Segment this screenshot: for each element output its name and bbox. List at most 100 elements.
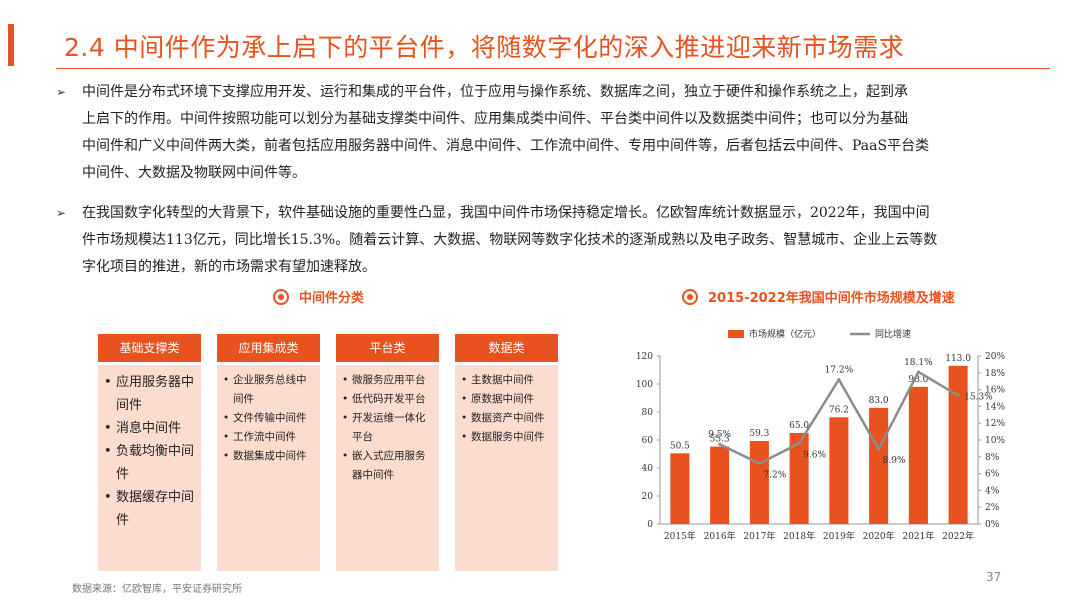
target-icon [682, 288, 698, 305]
bar-value-label: 98.0 [908, 375, 928, 385]
bar [670, 453, 690, 524]
growth-value-label: 17.2% [825, 366, 854, 376]
right-axis-tick-label: 14% [985, 402, 1005, 412]
left-axis-tick-label: 20 [642, 492, 654, 502]
growth-point [837, 378, 841, 382]
category-item: 低代码开发平台 [342, 390, 433, 409]
growth-value-label: 9.6% [803, 450, 826, 460]
bar [948, 365, 968, 524]
market-size-chart: 市场规模（亿元） 同比增速 0 20 40 60 80 100 120 0% 2% 4% 6% 8% 10%… [636, 328, 1006, 542]
growth-value-label: 9.5% [708, 430, 731, 440]
category-header: 基础支撑类 [98, 334, 201, 362]
growth-point [956, 393, 960, 397]
left-axis-tick-label: 40 [642, 464, 654, 474]
bar-value-label: 59.3 [749, 429, 769, 439]
left-axis-tick-label: 80 [642, 408, 654, 418]
category-column-integration: 应用集成类 企业服务总线中间件 文件传输中间件 工作流中间件 数据集成中间件 [217, 334, 320, 571]
category-item: 数据缓存中间件 [104, 486, 195, 532]
page-title: 2.4 中间件作为承上启下的平台件，将随数字化的深入推进迎来新市场需求 [64, 33, 905, 62]
growth-value-label: 8.9% [883, 456, 906, 466]
category-body: 应用服务器中间件 消息中间件 负载均衡中间件 数据缓存中间件 [98, 365, 201, 571]
bar [789, 433, 809, 524]
title-divider [56, 68, 1050, 69]
category-item: 工作流中间件 [223, 428, 314, 447]
right-axis-tick-label: 8% [985, 453, 1000, 463]
x-axis-tick-label: 2016年 [704, 530, 736, 542]
right-axis-tick-label: 16% [985, 386, 1005, 396]
category-column-platform: 平台类 微服务应用平台 低代码开发平台 开发运维一体化平台 嵌入式应用服务器中间… [336, 334, 439, 571]
growth-value-label: 15.3% [964, 392, 993, 402]
right-axis-tick-label: 18% [985, 369, 1005, 379]
category-body: 主数据中间件 原数据中间件 数据资产中间件 数据服务中间件 [455, 365, 558, 571]
bar [829, 417, 849, 524]
left-axis-tick-label: 100 [636, 380, 653, 390]
category-item: 消息中间件 [104, 417, 195, 440]
bar-value-label: 113.0 [945, 354, 971, 364]
title-accent-bar [8, 24, 14, 66]
legend-label-line: 同比增速 [875, 328, 911, 340]
category-column-basic: 基础支撑类 应用服务器中间件 消息中间件 负载均衡中间件 数据缓存中间件 [98, 334, 201, 571]
classification-heading: 中间件分类 [273, 287, 364, 306]
category-item: 微服务应用平台 [342, 371, 433, 390]
category-item: 原数据中间件 [461, 390, 552, 409]
arrow-bullet-icon: ➢ [56, 85, 67, 99]
right-axis-tick-label: 4% [985, 486, 1000, 496]
right-axis-tick-label: 10% [985, 436, 1005, 446]
growth-point [757, 462, 761, 466]
page-number: 37 [986, 570, 1002, 584]
x-axis-tick-label: 2019年 [823, 530, 855, 542]
x-axis-tick-label: 2022年 [942, 530, 974, 542]
growth-point [916, 370, 920, 374]
category-body: 微服务应用平台 低代码开发平台 开发运维一体化平台 嵌入式应用服务器中间件 [336, 365, 439, 571]
growth-point [718, 442, 722, 446]
bullet-2-line-1: 在我国数字化转型的大背景下，软件基础设施的重要性凸显，我国中间件市场保持稳定增长… [82, 205, 930, 221]
category-item: 主数据中间件 [461, 371, 552, 390]
left-axis-tick-label: 120 [636, 352, 653, 362]
bullet-1-line-3: 中间件和广义中间件两大类，前者包括应用服务器中间件、消息中间件、工作流中间件、专… [82, 138, 930, 154]
category-header: 数据类 [455, 334, 558, 362]
left-axis-tick-label: 0 [647, 520, 653, 530]
x-axis-tick-label: 2018年 [783, 530, 815, 542]
category-column-data: 数据类 主数据中间件 原数据中间件 数据资产中间件 数据服务中间件 [455, 334, 558, 571]
category-header: 平台类 [336, 334, 439, 362]
bar-value-label: 55.3 [710, 435, 730, 445]
category-item: 嵌入式应用服务器中间件 [342, 447, 433, 485]
bullet-2-line-3: 字化项目的推进，新的市场需求有望加速释放。 [82, 259, 376, 275]
bullet-paragraph-2: ➢ 在我国数字化转型的大背景下，软件基础设施的重要性凸显，我国中间件市场保持稳定… [56, 200, 1036, 281]
classification-heading-text: 中间件分类 [299, 291, 365, 306]
bar-value-label: 83.0 [869, 396, 889, 406]
bar [908, 386, 928, 524]
bullet-paragraph-1: ➢ 中间件是分布式环境下支撑应用开发、运行和集成的平台件，位于应用与操作系统、数… [56, 79, 1036, 187]
bar-value-label: 76.2 [829, 405, 849, 415]
x-axis-tick-label: 2015年 [664, 530, 696, 542]
right-axis-tick-label: 0% [985, 520, 1000, 530]
x-axis-tick-label: 2020年 [863, 530, 895, 542]
category-item: 数据资产中间件 [461, 409, 552, 428]
bullet-1-line-4: 中间件、大数据及物联网中间件等。 [82, 165, 306, 181]
bar-value-label: 50.5 [670, 441, 690, 451]
bullet-2-line-2: 件市场规模达113亿元，同比增长15.3%。随着云计算、大数据、物联网等数字化技… [82, 232, 938, 248]
arrow-bullet-icon: ➢ [56, 206, 67, 220]
legend-bar-swatch [728, 330, 744, 338]
x-axis-tick-label: 2017年 [743, 530, 775, 542]
growth-point [797, 441, 801, 445]
bullet-1-line-2: 上启下的作用。中间件按照功能可以划分为基础支撑类中间件、应用集成类中间件、平台类… [82, 111, 908, 127]
legend-label-bar: 市场规模（亿元） [749, 328, 821, 340]
bar [749, 440, 769, 524]
x-axis-tick-label: 2021年 [902, 530, 934, 542]
category-item: 应用服务器中间件 [104, 371, 195, 417]
growth-point [877, 447, 881, 451]
category-header: 应用集成类 [217, 334, 320, 362]
category-item: 开发运维一体化平台 [342, 409, 433, 447]
category-item: 企业服务总线中间件 [223, 371, 314, 409]
bar [710, 446, 730, 524]
left-axis-tick-label: 60 [642, 436, 654, 446]
bullet-1-line-1: 中间件是分布式环境下支撑应用开发、运行和集成的平台件，位于应用与操作系统、数据库… [82, 84, 908, 100]
data-source-note: 数据来源：亿欧智库，平安证券研究所 [72, 584, 242, 595]
category-body: 企业服务总线中间件 文件传输中间件 工作流中间件 数据集成中间件 [217, 365, 320, 571]
category-item: 负载均衡中间件 [104, 440, 195, 486]
right-axis-tick-label: 6% [985, 470, 1000, 480]
growth-value-label: 18.1% [904, 358, 933, 368]
right-axis-tick-label: 12% [985, 419, 1005, 429]
right-axis-tick-label: 20% [985, 352, 1005, 362]
